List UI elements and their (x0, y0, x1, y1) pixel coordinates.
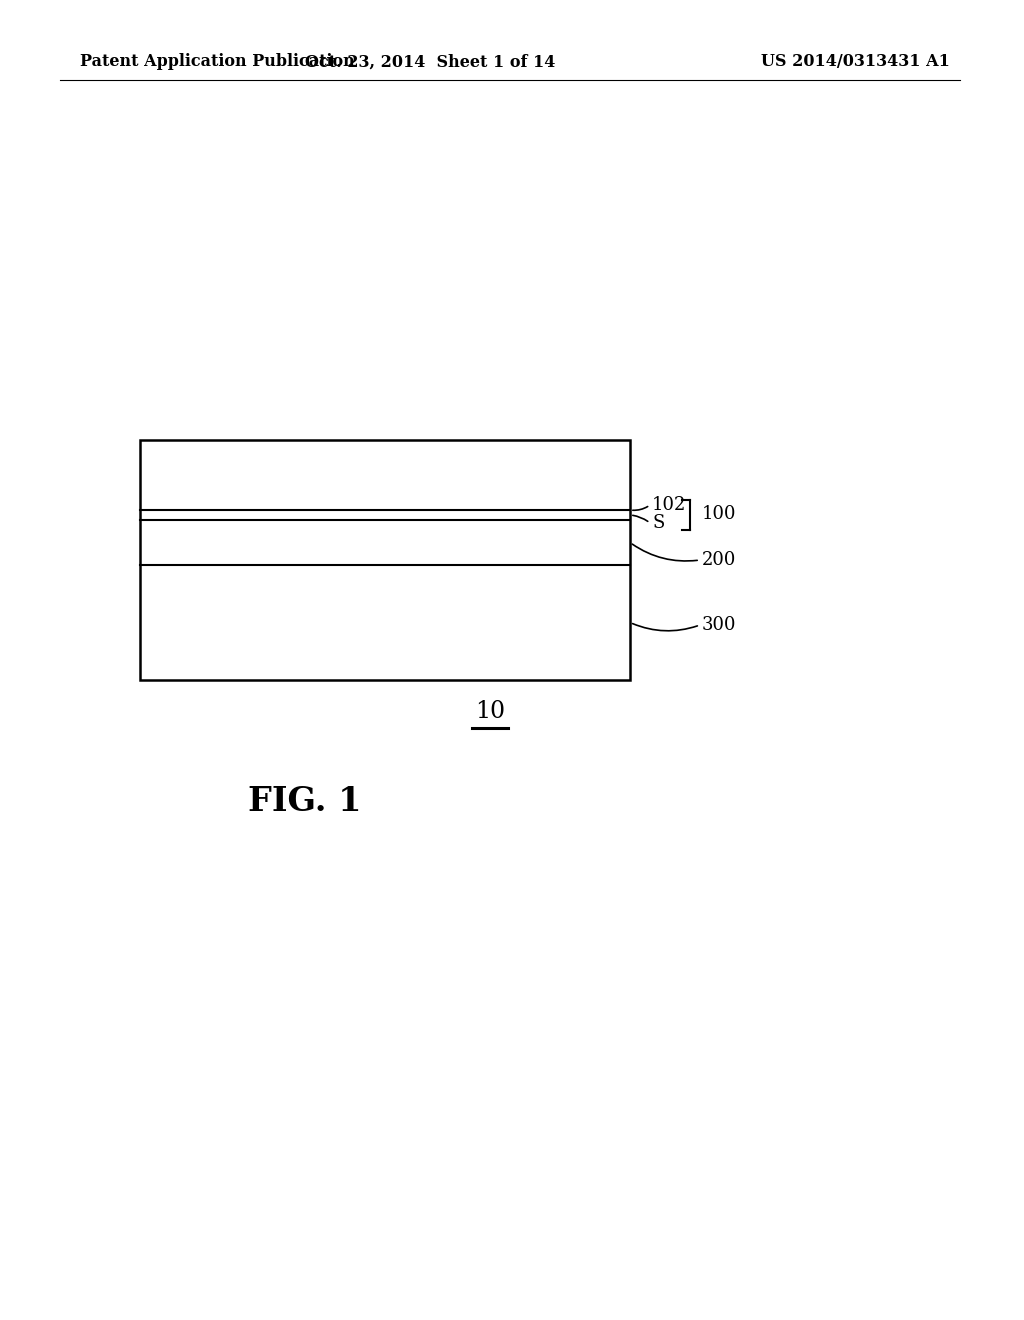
Text: 10: 10 (475, 700, 505, 723)
Bar (140, 440, 630, 680)
Text: FIG. 1: FIG. 1 (248, 785, 361, 818)
Text: 100: 100 (702, 506, 736, 523)
Text: Patent Application Publication: Patent Application Publication (80, 54, 354, 70)
Text: 102: 102 (652, 496, 686, 513)
Text: 300: 300 (702, 616, 736, 634)
Text: US 2014/0313431 A1: US 2014/0313431 A1 (761, 54, 950, 70)
Text: 200: 200 (702, 550, 736, 569)
Text: Oct. 23, 2014  Sheet 1 of 14: Oct. 23, 2014 Sheet 1 of 14 (305, 54, 555, 70)
Text: S: S (652, 513, 665, 532)
